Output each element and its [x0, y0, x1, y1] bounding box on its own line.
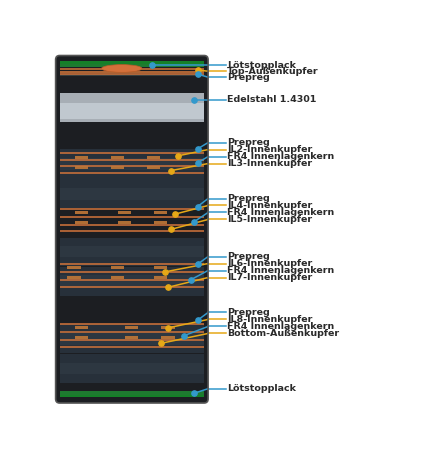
Bar	[59, 391, 204, 397]
Bar	[59, 73, 204, 75]
Bar	[59, 91, 204, 124]
Bar	[59, 61, 204, 64]
Bar	[59, 224, 204, 226]
Bar	[59, 331, 204, 333]
Bar	[59, 61, 204, 67]
Bar	[59, 149, 204, 178]
Bar	[59, 152, 204, 154]
Bar	[59, 246, 204, 257]
Text: Lötstopplack: Lötstopplack	[227, 61, 296, 70]
Bar	[59, 216, 204, 218]
Text: FR4 Innenlagenkern: FR4 Innenlagenkern	[227, 266, 335, 275]
Bar	[59, 323, 204, 326]
Bar	[59, 172, 204, 174]
Bar	[59, 354, 204, 383]
Bar	[59, 333, 204, 345]
Bar	[59, 74, 204, 76]
Bar	[59, 158, 204, 170]
Text: FR4 Innenlagenkern: FR4 Innenlagenkern	[227, 152, 335, 161]
Text: Prepreg: Prepreg	[227, 308, 270, 317]
Bar	[59, 208, 204, 210]
Text: Prepreg: Prepreg	[227, 194, 270, 203]
Bar	[59, 237, 204, 266]
Ellipse shape	[101, 64, 142, 72]
Text: FR4 Innenlagenkern: FR4 Innenlagenkern	[227, 322, 335, 331]
Bar	[75, 326, 88, 329]
Bar	[59, 346, 204, 348]
Bar	[59, 230, 204, 232]
FancyBboxPatch shape	[56, 55, 208, 403]
Bar	[126, 336, 138, 339]
Bar	[59, 324, 204, 353]
Bar	[154, 276, 167, 279]
Bar	[118, 211, 131, 214]
Bar	[59, 71, 204, 73]
Bar	[59, 91, 204, 94]
Bar	[59, 266, 204, 296]
Bar	[126, 326, 138, 329]
Text: IL2-Innenkupfer: IL2-Innenkupfer	[227, 145, 312, 154]
Bar	[59, 68, 204, 70]
Bar	[59, 165, 204, 168]
Bar	[75, 336, 88, 339]
Bar	[154, 221, 167, 224]
Text: IL7-Innenkupfer: IL7-Innenkupfer	[227, 273, 312, 282]
Bar	[162, 336, 175, 339]
Bar	[59, 286, 204, 288]
Text: Lötstopplack: Lötstopplack	[227, 384, 296, 393]
Bar	[59, 395, 204, 397]
Bar	[75, 166, 88, 169]
Bar	[59, 276, 204, 287]
Bar	[59, 179, 204, 208]
Text: IL6-Innenkupfer: IL6-Innenkupfer	[227, 259, 312, 268]
Text: Top-Außenkupfer: Top-Außenkupfer	[227, 67, 319, 76]
Bar	[147, 156, 160, 159]
Bar	[118, 221, 131, 224]
Bar	[154, 211, 167, 214]
Bar	[59, 159, 204, 162]
Bar	[75, 156, 88, 159]
Text: Bottom-Außenkupfer: Bottom-Außenkupfer	[227, 329, 339, 338]
Bar	[162, 326, 175, 329]
Bar	[147, 166, 160, 169]
Bar	[111, 266, 124, 269]
Bar	[59, 188, 204, 200]
Bar	[67, 276, 81, 279]
Bar	[111, 166, 124, 169]
Bar	[111, 276, 124, 279]
Text: Prepreg: Prepreg	[227, 73, 270, 82]
Text: Prepreg: Prepreg	[227, 252, 270, 261]
Bar	[59, 122, 204, 124]
Bar	[111, 156, 124, 159]
Text: IL8-Innenkupfer: IL8-Innenkupfer	[227, 315, 312, 324]
Bar	[59, 271, 204, 273]
Bar	[75, 211, 88, 214]
Bar	[75, 221, 88, 224]
Text: FR4 Innenlagenkern: FR4 Innenlagenkern	[227, 208, 335, 217]
Bar	[59, 279, 204, 281]
Text: Edelstahl 1.4301: Edelstahl 1.4301	[227, 95, 317, 104]
Bar	[59, 339, 204, 341]
Bar	[59, 103, 204, 119]
Text: IL4-Innenkupfer: IL4-Innenkupfer	[227, 201, 312, 210]
Text: IL5-Innenkupfer: IL5-Innenkupfer	[227, 215, 312, 224]
Text: Prepreg: Prepreg	[227, 138, 270, 147]
Bar	[59, 363, 204, 375]
Bar	[67, 266, 81, 269]
Bar	[59, 263, 204, 265]
Text: IL3-Innenkupfer: IL3-Innenkupfer	[227, 159, 312, 168]
Bar	[154, 266, 167, 269]
